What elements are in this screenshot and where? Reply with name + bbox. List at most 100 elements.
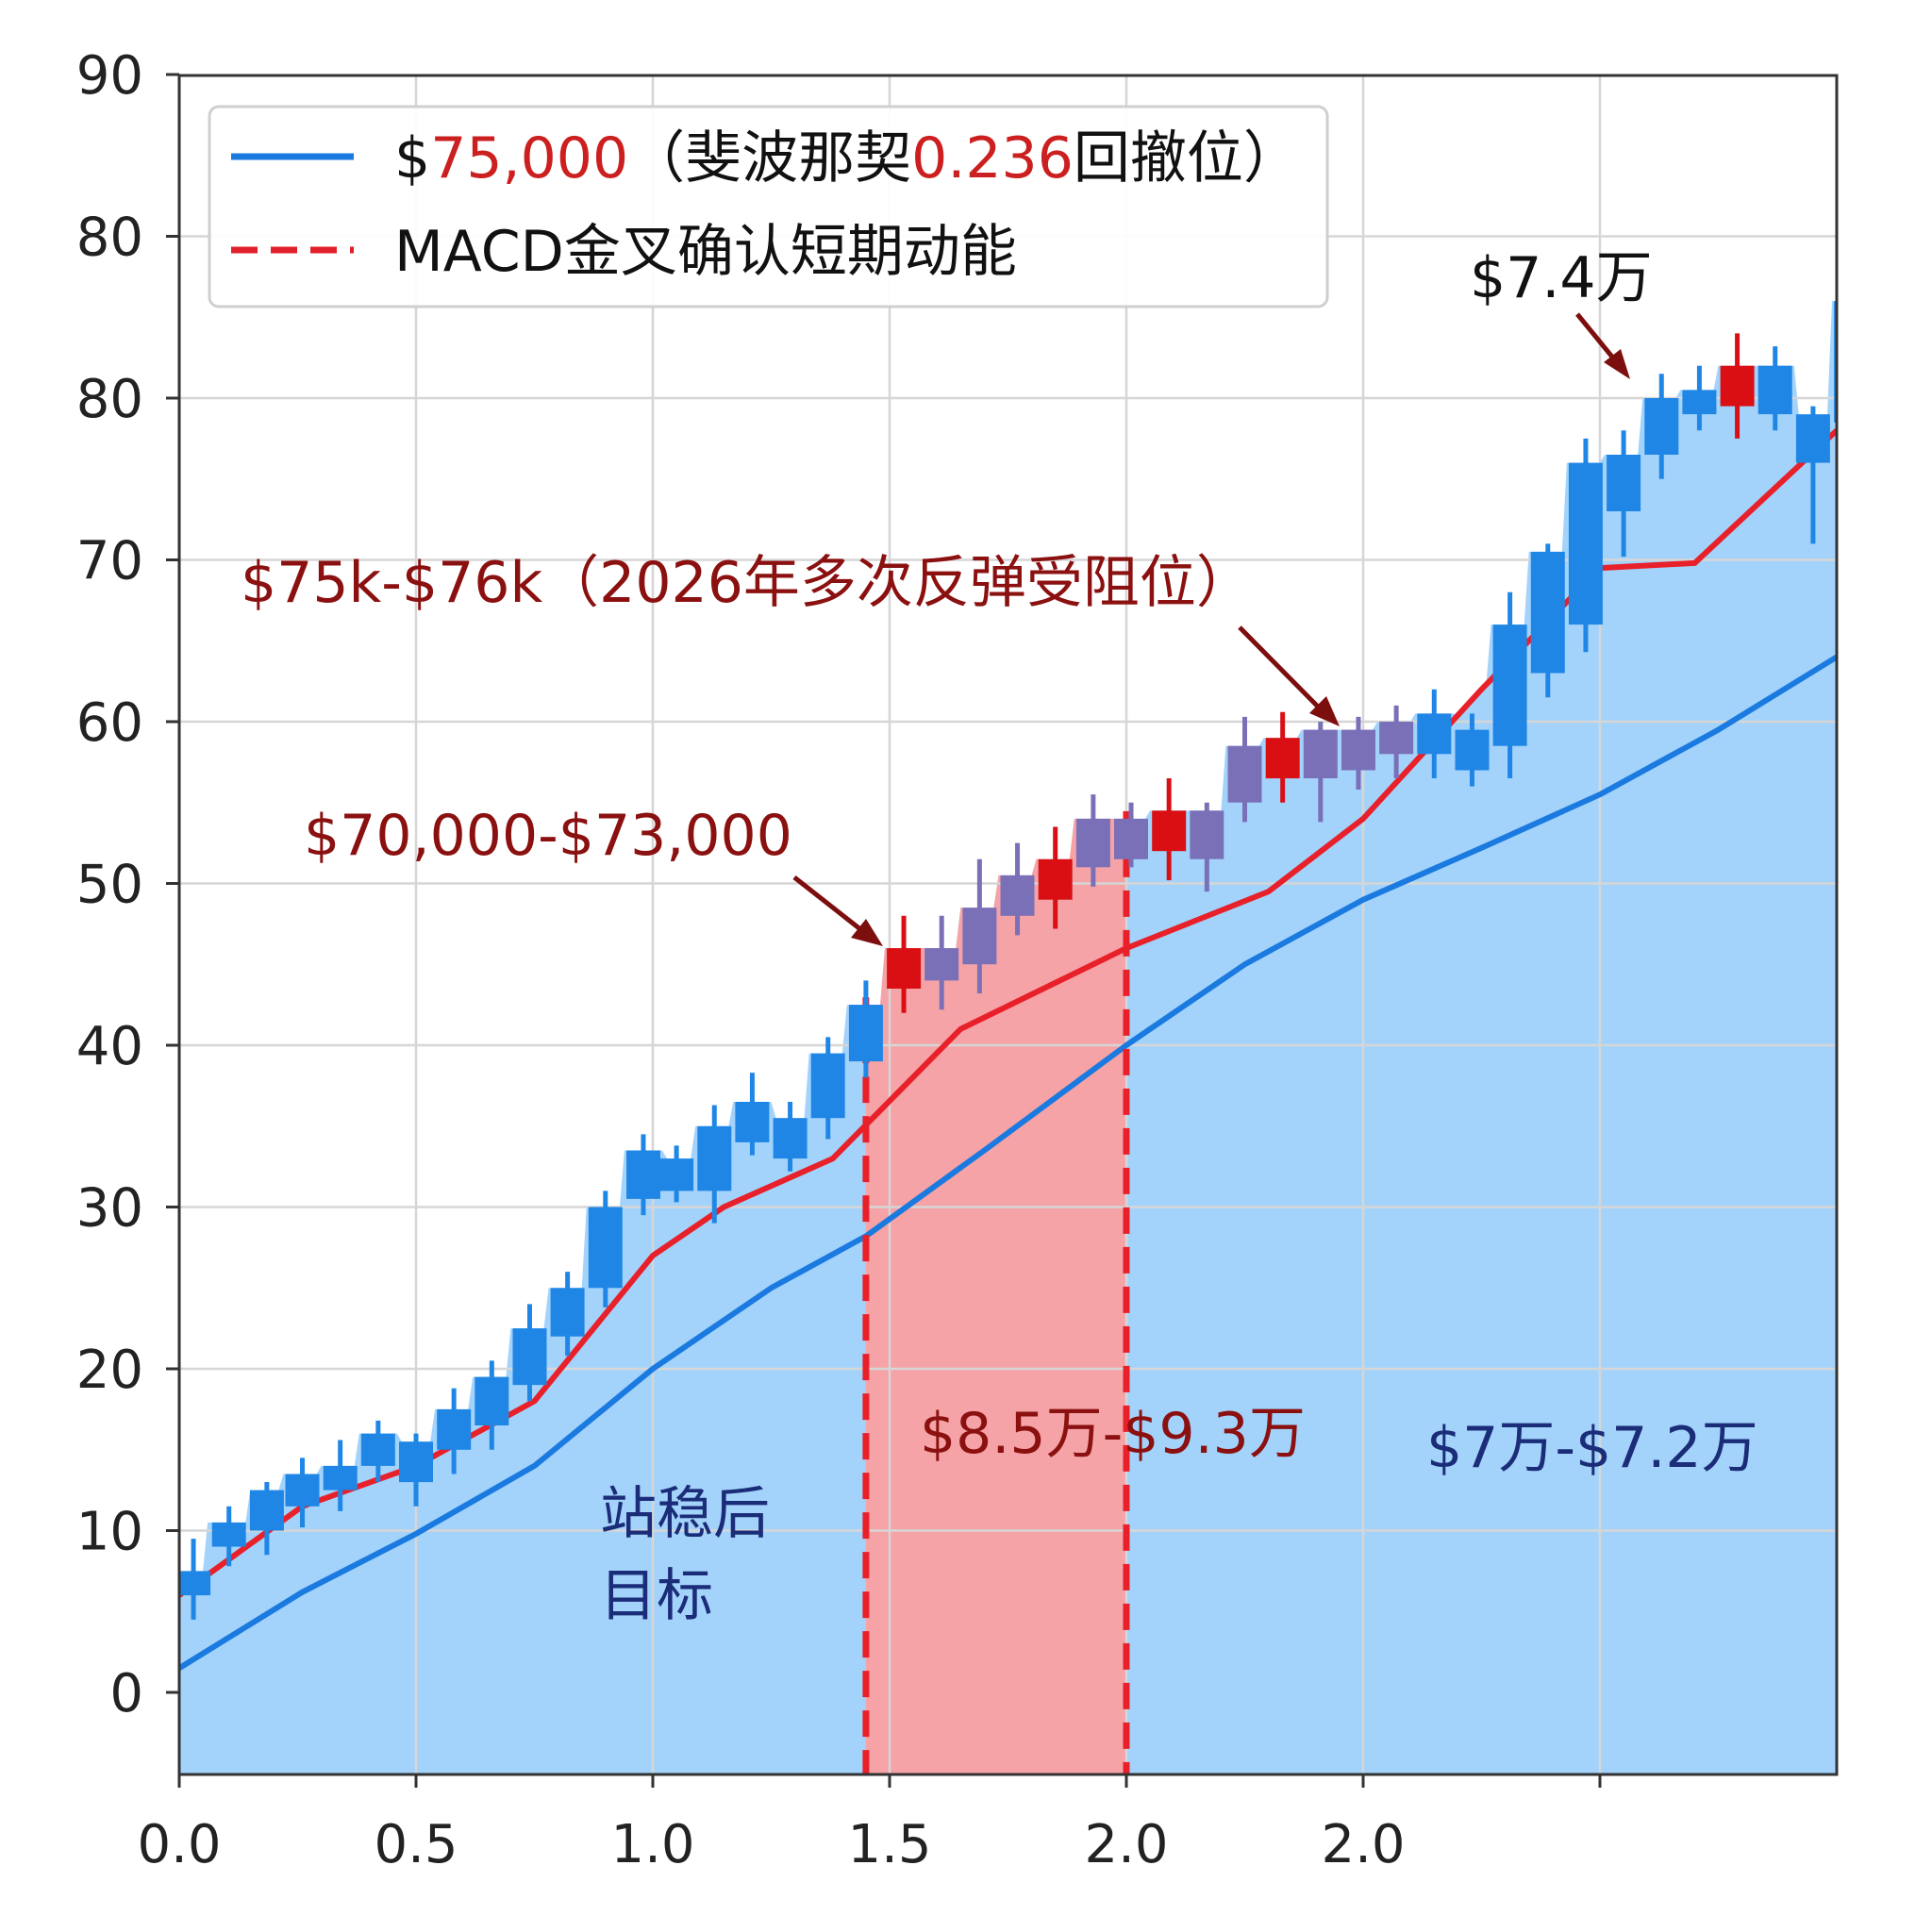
legend-1-price: 75,000 bbox=[430, 125, 628, 192]
candle bbox=[1303, 722, 1338, 823]
arrowhead-peak bbox=[1604, 349, 1630, 379]
arrow-resistance bbox=[1238, 625, 1321, 709]
candle bbox=[1455, 713, 1490, 787]
candle-body bbox=[1492, 625, 1527, 746]
candle-body bbox=[887, 948, 922, 989]
candle-body bbox=[1341, 729, 1375, 771]
candle bbox=[773, 1102, 808, 1172]
annotation-support: $70,000-$73,000 bbox=[304, 803, 792, 869]
candle bbox=[626, 1134, 660, 1216]
y-tick-label: 70 bbox=[76, 531, 143, 592]
legend-entry-2: MACD金叉确认短期动能 bbox=[394, 219, 1017, 285]
candle bbox=[360, 1420, 395, 1483]
y-tick-label: 60 bbox=[76, 692, 143, 754]
y-tick-label: 10 bbox=[76, 1502, 143, 1563]
candle bbox=[887, 915, 922, 1013]
candle bbox=[1000, 842, 1035, 936]
y-tick-label: 40 bbox=[76, 1016, 143, 1077]
candle-body bbox=[810, 1053, 845, 1119]
annotation-left-zone-line-2: 目标 bbox=[600, 1563, 713, 1629]
candle-body bbox=[1303, 729, 1338, 778]
candle bbox=[924, 915, 959, 1010]
y-tick-label: 30 bbox=[76, 1178, 143, 1240]
candle bbox=[1795, 406, 1830, 544]
y-tick-label: 90 bbox=[76, 45, 143, 107]
candle-body bbox=[1795, 414, 1830, 463]
x-tick-label: 2.0 bbox=[1084, 1814, 1168, 1875]
x-tick-label: 1.0 bbox=[610, 1814, 694, 1875]
candle bbox=[249, 1482, 284, 1556]
candle-body bbox=[1720, 365, 1755, 407]
candle bbox=[1682, 365, 1717, 431]
candle-body bbox=[1607, 455, 1641, 511]
y-tick-label: 50 bbox=[76, 855, 143, 916]
x-tick-label: 0.5 bbox=[374, 1814, 458, 1875]
candle-body bbox=[1872, 212, 1906, 301]
x-tick-label: 1.5 bbox=[847, 1814, 931, 1875]
candle-body bbox=[1530, 551, 1565, 674]
candle-body bbox=[1152, 810, 1187, 852]
annotation-right-zone: $7万-$7.2万 bbox=[1426, 1415, 1758, 1481]
candle-body bbox=[1644, 398, 1679, 455]
annotation-left-zone-line-1: 站稳后 bbox=[600, 1481, 770, 1547]
candle-body bbox=[659, 1158, 694, 1191]
candle-body bbox=[399, 1441, 433, 1483]
x-tick-label: 0.0 bbox=[137, 1814, 221, 1875]
arrow-support bbox=[792, 875, 862, 931]
candle bbox=[588, 1191, 623, 1307]
candle bbox=[1190, 802, 1224, 892]
legend-1-fib: （斐波那契 bbox=[628, 125, 911, 192]
candle-body bbox=[437, 1408, 472, 1450]
candle bbox=[211, 1506, 246, 1567]
candle-body bbox=[1682, 390, 1717, 415]
x-axis-ticks: 0.0 0.5 1.0 1.5 2.0 2.0 bbox=[137, 1774, 1602, 1875]
candle bbox=[697, 1105, 732, 1224]
arrowhead-resistance bbox=[1309, 696, 1340, 726]
candle bbox=[1568, 438, 1603, 653]
candle bbox=[1492, 591, 1527, 779]
candle-body bbox=[550, 1288, 585, 1337]
candle-body bbox=[962, 908, 997, 965]
candle bbox=[512, 1304, 547, 1402]
candle bbox=[1607, 430, 1641, 558]
y-tick-label: 80 bbox=[76, 208, 143, 269]
candle-body bbox=[179, 1571, 211, 1596]
annotations: $7.4万 $75k-$76k（2026年多次反弹受阻位） $70,000-$7… bbox=[241, 245, 1758, 1629]
candle bbox=[1265, 711, 1300, 803]
y-axis-ticks: 0 10 20 30 40 50 60 70 80 80 90 bbox=[76, 45, 179, 1724]
legend: $75,000（斐波那契0.236回撤位） MACD金叉确认短期动能 bbox=[208, 105, 1329, 308]
candle bbox=[1530, 543, 1565, 698]
legend-entry-1: $75,000（斐波那契0.236回撤位） bbox=[394, 125, 1300, 192]
candle bbox=[437, 1388, 472, 1474]
candle-body bbox=[588, 1207, 623, 1289]
candle-body bbox=[1834, 301, 1837, 423]
candle bbox=[1152, 778, 1187, 881]
plot-frame bbox=[177, 74, 1839, 1776]
candle bbox=[550, 1272, 585, 1357]
candle-body bbox=[1568, 462, 1603, 625]
candle bbox=[659, 1145, 694, 1203]
gridlines bbox=[179, 75, 1837, 1774]
candle-body bbox=[249, 1490, 284, 1531]
candle-body bbox=[360, 1433, 395, 1466]
candle bbox=[1114, 802, 1148, 868]
candle bbox=[179, 1539, 211, 1620]
candle bbox=[735, 1073, 770, 1156]
candle bbox=[1379, 705, 1414, 779]
blue-line-series bbox=[179, 654, 1837, 1671]
candle bbox=[848, 980, 883, 1078]
legend-1-ratio: 0.236 bbox=[911, 125, 1074, 192]
legend-1-dollar: $ bbox=[394, 125, 430, 192]
candle-body bbox=[735, 1102, 770, 1142]
y-tick-label: 20 bbox=[76, 1340, 143, 1401]
x-tick-label: 2.0 bbox=[1321, 1814, 1405, 1875]
candle bbox=[810, 1037, 845, 1140]
candle bbox=[1644, 374, 1679, 479]
candle bbox=[1417, 689, 1452, 779]
candle bbox=[285, 1457, 320, 1528]
arrow-peak bbox=[1575, 312, 1617, 362]
candle-body bbox=[475, 1376, 509, 1425]
candle-body bbox=[1757, 365, 1792, 415]
candle-body bbox=[323, 1465, 358, 1491]
